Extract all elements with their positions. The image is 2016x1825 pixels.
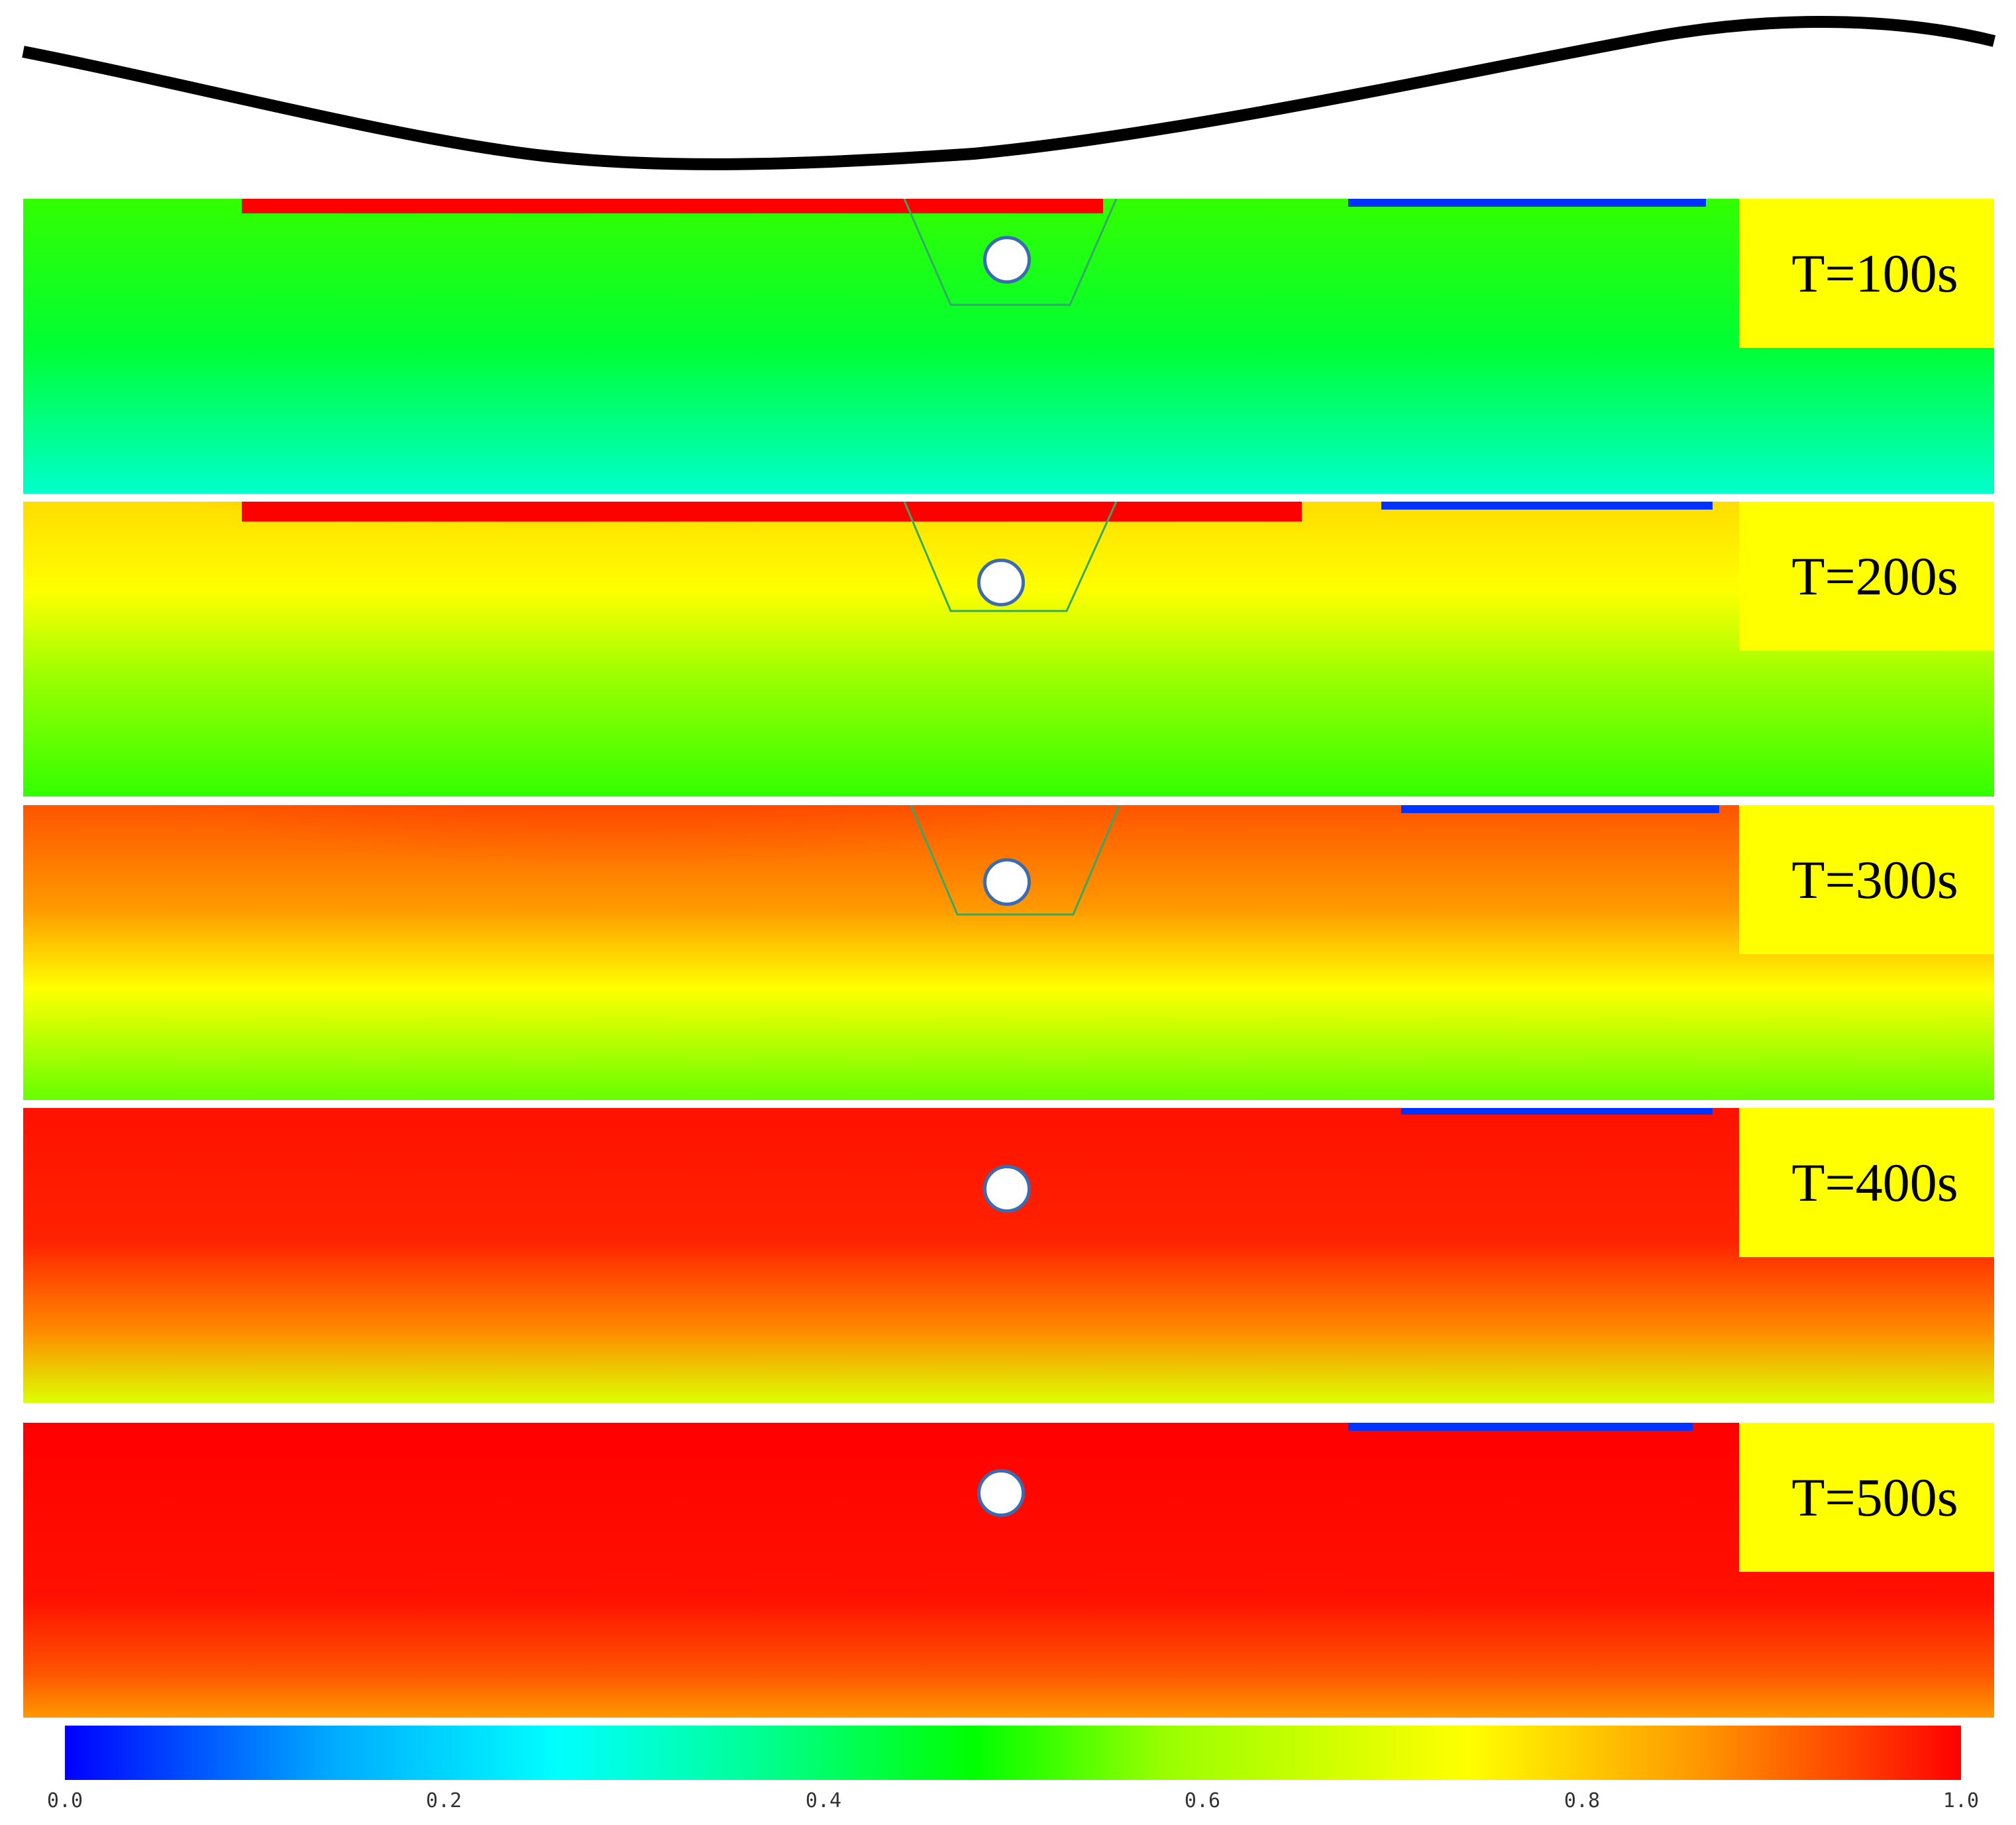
contour-panel-t400: T=400s <box>23 1108 1994 1403</box>
colorbar-tick: 1.0 <box>1942 1789 1980 1812</box>
wave-profile <box>22 15 1996 170</box>
colorbar-tick: 0.4 <box>805 1789 842 1812</box>
time-label: T=200s <box>1739 502 1994 651</box>
colorbar-tick: 0.6 <box>1184 1789 1221 1812</box>
pipe-circle <box>983 236 1031 284</box>
time-label: T=300s <box>1739 805 1994 954</box>
wave-line <box>22 15 1996 170</box>
contour-panel-t300: T=300s <box>23 805 1994 1100</box>
contour-panel-t200: T=200s <box>23 502 1994 797</box>
contour-panel-t100: T=100s <box>23 199 1994 494</box>
pipe-circle <box>977 1469 1025 1517</box>
pipe-circle <box>983 1165 1031 1213</box>
colorbar-tick: 0.8 <box>1564 1789 1601 1812</box>
colorbar-tick: 0.0 <box>46 1789 83 1812</box>
time-label: T=400s <box>1739 1108 1994 1257</box>
pipe-circle <box>983 858 1031 906</box>
contour-panel-t500: T=500s <box>23 1423 1994 1718</box>
time-label: T=100s <box>1739 199 1994 348</box>
time-label: T=500s <box>1739 1423 1994 1572</box>
colorbar-tick: 0.2 <box>425 1789 462 1812</box>
pipe-circle <box>977 559 1025 606</box>
colorbar <box>65 1726 1961 1780</box>
